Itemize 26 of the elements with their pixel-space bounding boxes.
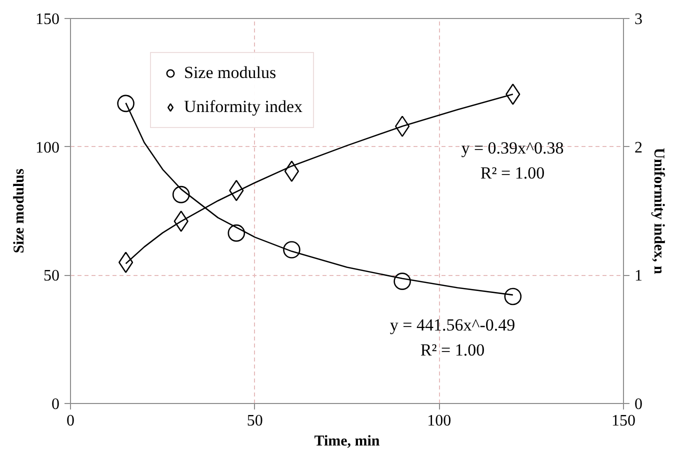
annotation: y = 0.39x^0.38 R² = 1.00 bbox=[461, 138, 564, 182]
y-axis-title: Size modulus bbox=[12, 168, 28, 254]
point bbox=[118, 252, 134, 273]
y2-tick-label: 0 bbox=[634, 396, 642, 413]
y2-tick-label: 1 bbox=[634, 268, 642, 285]
y-tick-label: 150 bbox=[36, 11, 60, 28]
y2-tick-label: 2 bbox=[634, 139, 642, 156]
y2-axis-title: Uniformity index, n bbox=[650, 148, 666, 275]
point bbox=[228, 224, 246, 242]
point bbox=[172, 186, 190, 204]
legend-label: Uniformity index bbox=[184, 97, 303, 117]
x-tick-label: 100 bbox=[427, 412, 452, 430]
x-tick-label: 150 bbox=[612, 412, 636, 430]
x-tick-label: 0 bbox=[66, 412, 74, 430]
y2-tick-label: 3 bbox=[634, 11, 642, 28]
y-tick-label: 50 bbox=[44, 268, 60, 285]
legend-label: Size modulus bbox=[184, 63, 276, 83]
x-axis-title: Time, min bbox=[314, 434, 380, 450]
point bbox=[504, 288, 522, 306]
annotation: y = 441.56x^-0.49 R² = 1.00 bbox=[390, 316, 516, 360]
point bbox=[394, 272, 411, 290]
y-tick-label: 100 bbox=[36, 139, 60, 156]
point bbox=[117, 94, 134, 112]
point bbox=[284, 160, 300, 182]
y-tick-label: 0 bbox=[52, 396, 60, 413]
x-tick-label: 50 bbox=[246, 412, 263, 430]
